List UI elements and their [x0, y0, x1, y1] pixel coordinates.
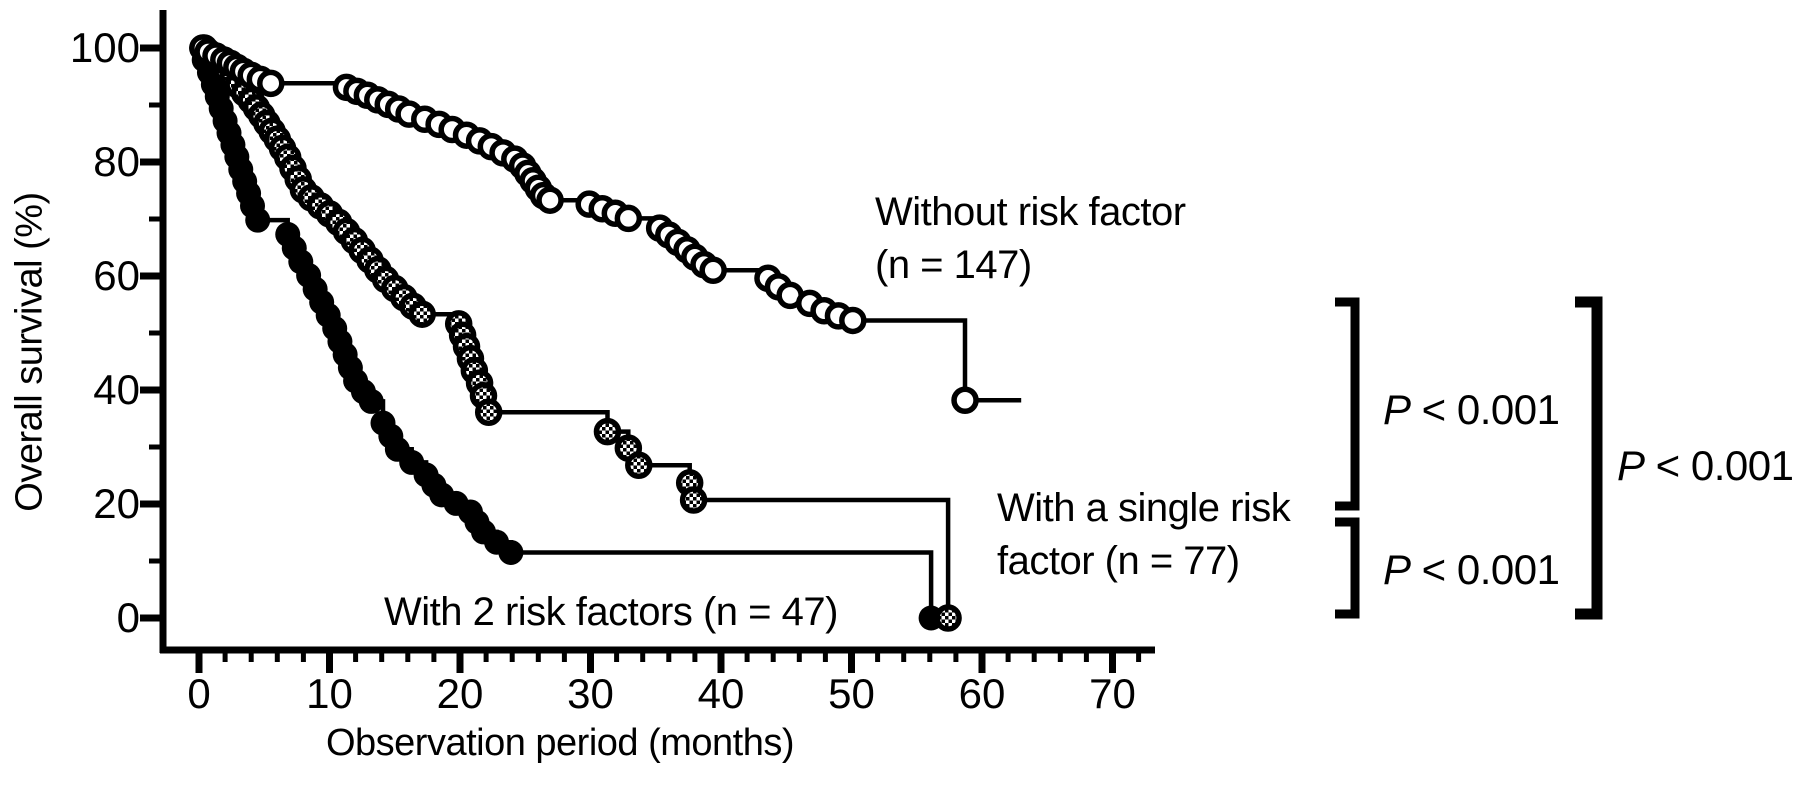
y-tick-label: 40: [93, 366, 140, 413]
marker-checkered-circle: [593, 417, 622, 446]
label-single-risk-factor: With a single risk factor (n = 77): [997, 482, 1291, 588]
series-two-risk-factors: [189, 35, 944, 631]
p-value-overall: P < 0.001: [1617, 442, 1794, 489]
label-without-risk-factor-line1: Without risk factor: [875, 190, 1186, 234]
y-tick-label: 60: [93, 252, 140, 299]
x-tick-label: 20: [437, 670, 484, 717]
x-tick-label: 50: [828, 670, 875, 717]
marker-checkered-circle: [408, 300, 436, 328]
y-tick-label: 0: [117, 594, 140, 641]
marker-open-circle: [699, 256, 727, 285]
y-tick-label: 20: [93, 480, 140, 527]
comparison-brackets: [1335, 296, 1603, 620]
p-value-top: P < 0.001: [1383, 386, 1560, 433]
p-value-bottom: P < 0.001: [1383, 546, 1560, 593]
y-axis-title: Overall survival (%): [8, 192, 51, 512]
y-axis-ticks: 0 20 40 60 80 100: [70, 24, 163, 641]
y-tick-label: 80: [93, 138, 140, 185]
marker-checkered-circle: [474, 398, 503, 426]
x-tick-label: 70: [1089, 670, 1136, 717]
bracket-small-bottom: [1335, 517, 1360, 619]
marker-filled-circle: [245, 207, 271, 233]
y-tick-label: 100: [70, 24, 140, 71]
marker-checkered-circle: [625, 451, 653, 479]
x-axis-title: Observation period (months): [325, 722, 795, 764]
marker-checkered-circle: [679, 486, 708, 514]
marker-filled-circle: [498, 539, 524, 565]
label-two-risk-factors: With 2 risk factors (n = 47): [384, 590, 838, 634]
marker-open-circle: [951, 386, 979, 415]
marker-open-circle: [614, 204, 643, 233]
marker-open-circle: [839, 306, 867, 335]
bracket-large-right: [1575, 296, 1603, 620]
curve-single-risk-factor: [199, 45, 960, 621]
x-tick-label: 60: [959, 670, 1006, 717]
x-axis-ticks: 0 10 20 30 40 50 60 70: [187, 650, 1142, 717]
label-without-risk-factor-line2: (n = 147): [875, 243, 1032, 287]
marker-filled-circle: [358, 388, 384, 414]
marker-checkered-circle: [934, 604, 962, 632]
marker-open-circle: [257, 69, 285, 98]
marker-open-circle: [536, 186, 564, 214]
label-single-risk-factor-line1: With a single risk: [997, 486, 1291, 530]
series-without-risk-factor: [189, 34, 1022, 415]
x-tick-label: 40: [698, 670, 745, 717]
x-tick-label: 0: [187, 670, 210, 717]
curve-two-risk-factors: [199, 45, 939, 621]
bracket-small-top: [1335, 297, 1360, 511]
label-single-risk-factor-line2: factor (n = 77): [997, 539, 1240, 583]
x-tick-label: 30: [567, 670, 614, 717]
x-tick-label: 10: [306, 670, 353, 717]
label-without-risk-factor: Without risk factor (n = 147): [875, 186, 1186, 292]
series-single-risk-factor: [190, 34, 962, 632]
